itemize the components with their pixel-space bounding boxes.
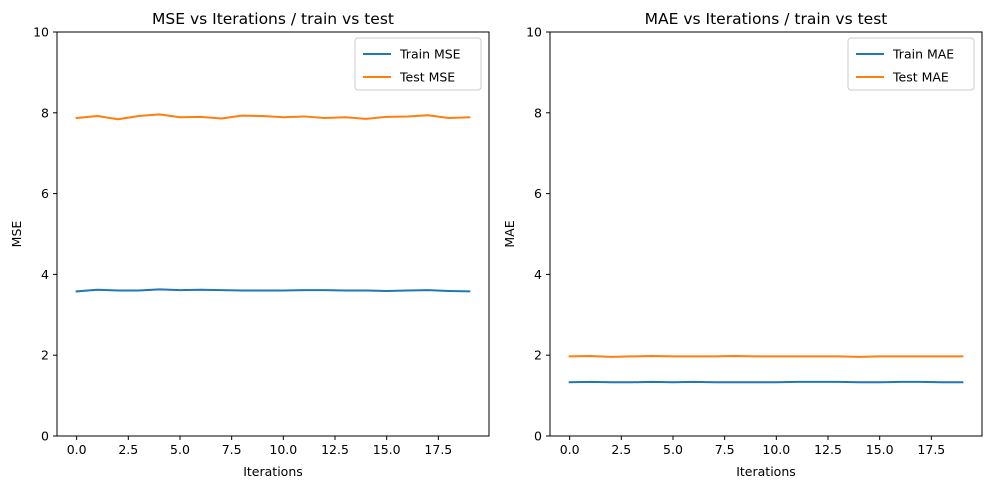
x-tick-label: 15.0 (373, 442, 401, 457)
x-axis-label: Iterations (243, 464, 303, 479)
legend: Train MSE Test MSE (354, 37, 482, 91)
x-tick-label: 0.0 (560, 442, 580, 457)
y-axis-label: MSE (9, 221, 24, 248)
legend-label-test: Test MAE (892, 70, 949, 85)
x-tick-label: 10.0 (269, 442, 297, 457)
plot-frame (549, 31, 983, 437)
chart-title: MSE vs Iterations / train vs test (152, 10, 394, 28)
x-tick-label: 7.5 (222, 442, 242, 457)
legend-label-train: Train MAE (892, 47, 954, 62)
series-line-test (75, 113, 471, 121)
y-tick-label: 0 (41, 429, 49, 444)
x-tick-label: 17.5 (917, 442, 945, 457)
x-tick-label: 12.5 (814, 442, 842, 457)
y-tick-label: 2 (41, 348, 49, 363)
x-tick-label: 10.0 (762, 442, 790, 457)
y-tick-label: 6 (41, 186, 49, 201)
x-tick-label: 5.0 (170, 442, 190, 457)
legend: Train MAE Test MAE (847, 37, 975, 91)
y-tick-label: 10 (526, 25, 542, 40)
x-tick-label: 5.0 (663, 442, 683, 457)
series-line-train (75, 288, 471, 293)
x-tick-label: 17.5 (424, 442, 452, 457)
x-tick-label: 0.0 (67, 442, 87, 457)
y-tick-label: 8 (41, 105, 49, 120)
legend-label-train: Train MSE (399, 47, 461, 62)
series-line-test (568, 355, 964, 358)
plot-frame (56, 31, 490, 437)
y-tick-label: 4 (534, 267, 542, 282)
y-tick-label: 10 (33, 25, 49, 40)
y-tick-label: 2 (534, 348, 542, 363)
mse-chart: MSE vs Iterations / train vs test 0.0 2.5 5… (9, 10, 490, 479)
mae-chart: MAE vs Iterations / train vs test 0.0 2.5 5… (502, 10, 983, 479)
x-axis-label: Iterations (736, 464, 796, 479)
y-tick-label: 0 (534, 429, 542, 444)
y-tick-label: 8 (534, 105, 542, 120)
x-tick-label: 15.0 (866, 442, 894, 457)
chart-title: MAE vs Iterations / train vs test (645, 10, 888, 28)
y-tick-label: 4 (41, 267, 49, 282)
y-axis-label: MAE (502, 220, 517, 247)
x-tick-label: 7.5 (715, 442, 735, 457)
y-tick-label: 6 (534, 186, 542, 201)
x-tick-label: 2.5 (611, 442, 631, 457)
x-tick-label: 12.5 (321, 442, 349, 457)
x-tick-label: 2.5 (118, 442, 138, 457)
legend-label-test: Test MSE (399, 70, 455, 85)
